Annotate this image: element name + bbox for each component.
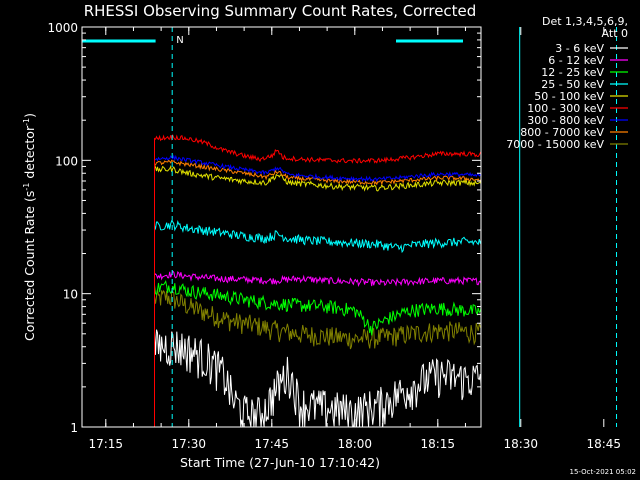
series-line-25-50-kev [154,219,481,427]
series-line-800-7000-kev [154,159,481,427]
y-axis-label-suffix: ) [22,113,37,118]
legend-entry-label: 12 - 25 keV [541,66,604,79]
series-line-12-25-kev [154,279,481,427]
y-axis-label-prefix: Corrected Count Rate (s [22,191,37,341]
legend-entry-label: 50 - 100 keV [534,90,604,103]
x-tick-label: 17:30 [171,437,206,451]
y-tick-label: 1 [70,421,78,435]
plot-frame [81,26,482,428]
x-tick-label: 18:45 [586,437,621,451]
y-axis-label-sup1: -1 [22,183,31,191]
x-tick-label: 18:15 [420,437,455,451]
x-tick-label: 18:00 [337,437,372,451]
marker-layer: N [82,27,618,427]
series-line-50-100-kev [154,165,481,427]
legend-entry-label: 7000 - 15000 keV [506,138,604,151]
y-tick-label: 100 [55,154,78,168]
x-axis: 17:15 17:30 17:45 18:00 18:15 18:30 18:45 [88,27,621,451]
x-tick-label: 17:45 [254,437,289,451]
y-axis-label: Corrected Count Rate (s-1 detector-1) [22,113,37,341]
chart-title: RHESSI Observing Summary Count Rates, Co… [84,2,477,20]
legend-entry-label: 6 - 12 keV [548,54,604,67]
series-line-3-6-kev [154,329,481,427]
generation-timestamp: 15-Oct-2021 05:02 [570,468,636,476]
series-layer [154,133,481,427]
x-axis-label: Start Time (27-Jun-10 17:10:42) [180,455,380,470]
legend-entry-label: 100 - 300 keV [527,102,604,115]
series-line-100-300-kev [154,133,481,427]
series-line-300-800-kev [154,154,481,427]
legend-entry-label: 25 - 50 keV [541,78,604,91]
legend-entry-label: 300 - 800 keV [527,114,604,127]
night-marker-label: N [176,35,183,46]
legend-header-line2: Att 0 [602,27,628,40]
legend-header-line1: Det 1,3,4,5,6,9, [542,15,628,28]
y-tick-label: 10 [63,288,78,302]
y-axis: 1 10 100 1000 [47,21,481,435]
x-tick-label: 18:30 [503,437,538,451]
legend-entry-label: 3 - 6 keV [555,42,604,55]
y-tick-label: 1000 [47,21,78,35]
legend-entry-label: 800 - 7000 keV [520,126,604,139]
x-tick-label: 17:15 [88,437,123,451]
y-axis-label-sup2: -1 [22,118,31,126]
y-axis-label-mid: detector [22,125,37,183]
series-line-6-12-kev [154,270,481,427]
series-line-7000-15000-kev [154,289,481,427]
